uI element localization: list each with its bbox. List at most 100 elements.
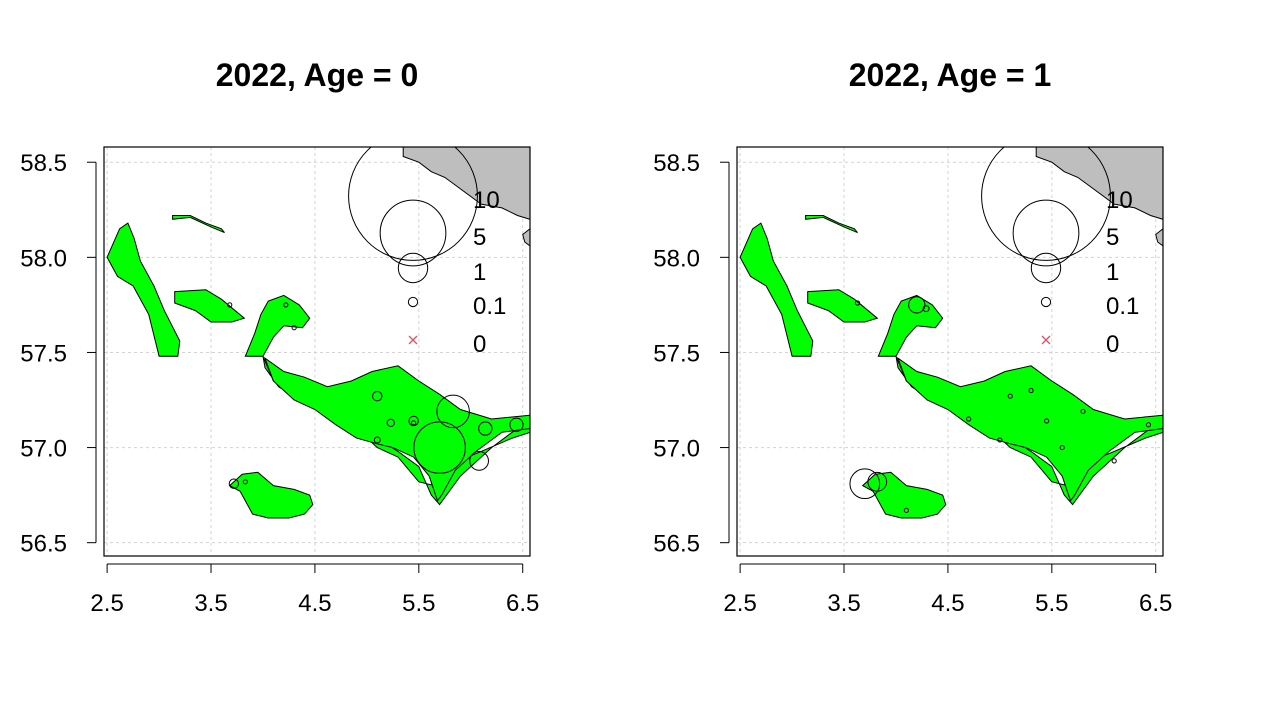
chart-panel-1: 2022, Age = 0 10 5 1 0.1 0 2.5 3.5 4.5 5.5 6.5 56.5…	[20, 57, 539, 617]
data-point	[997, 437, 1003, 443]
y-tick-label: 57.0	[20, 436, 67, 463]
legend-symbols	[981, 147, 1111, 308]
data-point	[291, 325, 297, 331]
data-point	[1044, 418, 1050, 424]
legend-label: 10	[1106, 187, 1133, 214]
data-point	[283, 302, 289, 308]
data-point	[908, 296, 926, 314]
legend-label: 0	[1106, 331, 1119, 358]
y-tick-label: 58.0	[653, 245, 700, 272]
data-point	[1059, 444, 1065, 451]
data-point	[227, 302, 233, 308]
data-point	[1145, 422, 1152, 428]
y-tick-label: 56.5	[653, 531, 700, 558]
data-point	[966, 416, 972, 422]
legend-label: 5	[1106, 224, 1119, 251]
map-layer	[106, 147, 530, 519]
y-tick-label: 57.5	[20, 340, 67, 367]
legend-symbol	[1012, 199, 1080, 267]
chart-title: 2022, Age = 1	[849, 57, 1052, 93]
data-point	[436, 394, 470, 429]
legend: 10 5 1 0.1 0	[348, 147, 506, 358]
legend: 10 5 1 0.1 0	[981, 147, 1139, 358]
data-point	[373, 436, 381, 444]
legend-label: 10	[473, 187, 500, 214]
legend-symbol	[348, 147, 478, 261]
legend-label: 1	[473, 259, 486, 286]
data-point	[478, 421, 493, 436]
y-tick-label: 57.0	[653, 436, 700, 463]
survey-area-polygon	[172, 215, 225, 234]
x-tick-label: 5.5	[402, 590, 435, 617]
y-axis: 56.5 57.0 57.5 58.0 58.5	[653, 150, 730, 558]
data-point	[228, 478, 240, 489]
x-tick-label: 6.5	[1139, 590, 1172, 617]
legend-symbol	[1040, 296, 1052, 308]
data-point	[413, 421, 466, 474]
x-tick-label: 4.5	[298, 590, 331, 617]
legend-label: 0.1	[473, 293, 506, 320]
data-point	[1111, 458, 1117, 464]
legend-symbols	[348, 147, 478, 308]
y-tick-label: 56.5	[20, 531, 67, 558]
y-axis: 56.5 57.0 57.5 58.0 58.5	[20, 150, 97, 558]
survey-area-polygon	[106, 222, 181, 357]
chart-panel-2: 2022, Age = 1 10 5 1 0.1 0 2.5 3.5 4.5 5.5 6.5 56.5…	[653, 57, 1172, 617]
x-tick-label: 2.5	[90, 590, 123, 617]
legend-symbol-zero	[1041, 335, 1051, 345]
x-tick-label: 3.5	[827, 590, 860, 617]
legend-label: 0	[473, 331, 486, 358]
chart-title: 2022, Age = 0	[216, 57, 419, 93]
survey-area-polygon	[807, 289, 879, 323]
plot-border	[736, 146, 1164, 557]
land-area	[402, 147, 530, 220]
data-point	[411, 420, 417, 426]
data-point	[1080, 408, 1086, 415]
data-point	[408, 415, 419, 427]
data-point	[903, 507, 909, 513]
x-tick-label: 2.5	[723, 590, 756, 617]
y-tick-label: 58.0	[20, 245, 67, 272]
legend-label: 5	[473, 224, 486, 251]
data-points	[227, 302, 524, 489]
legend-label: 0.1	[1106, 293, 1139, 320]
survey-area-polygon	[896, 356, 1163, 502]
data-points	[849, 296, 1152, 513]
legend-symbol	[1030, 252, 1062, 284]
survey-area-polygon	[861, 471, 947, 519]
survey-area-polygon	[174, 289, 246, 323]
x-tick-label: 5.5	[1035, 590, 1068, 617]
legend-symbol	[397, 252, 429, 284]
x-tick-label: 3.5	[194, 590, 227, 617]
x-tick-label: 4.5	[931, 590, 964, 617]
data-point	[1007, 393, 1013, 399]
y-tick-label: 58.5	[653, 150, 700, 177]
survey-area-polygon	[805, 215, 858, 234]
legend-symbol-zero	[408, 335, 418, 345]
x-axis: 2.5 3.5 4.5 5.5 6.5	[723, 563, 1172, 617]
legend-label: 1	[1106, 259, 1119, 286]
x-axis: 2.5 3.5 4.5 5.5 6.5	[90, 563, 539, 617]
data-point	[854, 300, 861, 306]
land-area	[522, 228, 530, 247]
legend-symbol	[407, 296, 419, 308]
y-tick-label: 57.5	[653, 340, 700, 367]
map-layer	[739, 147, 1163, 519]
land-area	[1035, 147, 1163, 220]
data-point	[386, 418, 395, 427]
data-point	[922, 305, 930, 313]
legend-symbol	[379, 199, 447, 267]
data-point	[509, 417, 524, 432]
data-point	[849, 468, 881, 500]
survey-area-polygon	[244, 294, 311, 357]
land-area	[1155, 228, 1163, 247]
survey-area-polygon	[877, 294, 944, 357]
data-point	[1028, 387, 1034, 394]
y-tick-label: 58.5	[20, 150, 67, 177]
data-point	[867, 471, 888, 492]
plot-border	[103, 146, 531, 557]
data-point	[469, 450, 489, 471]
survey-area-polygon	[263, 356, 530, 502]
